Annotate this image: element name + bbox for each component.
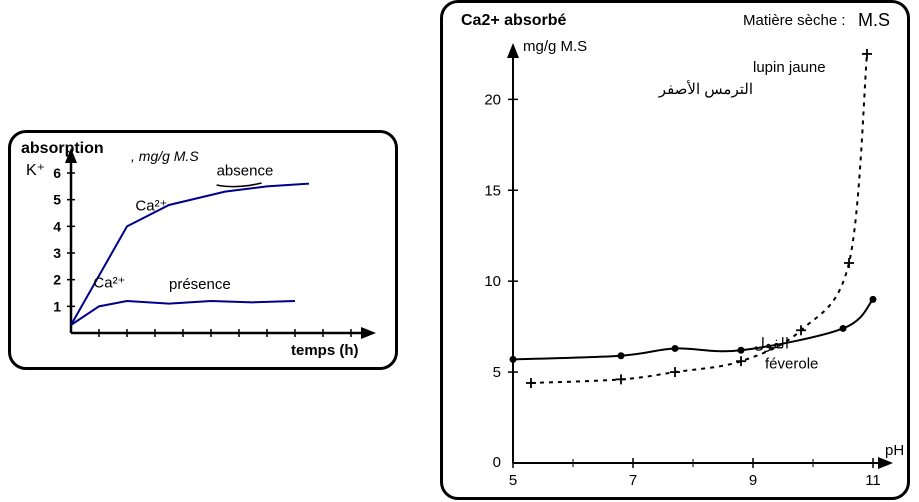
svg-text:4: 4 (53, 218, 61, 234)
left-series-presence (71, 301, 295, 325)
left-chart-panel: 1 2 3 4 5 6 absorption K⁺ , mg/g M.S temps (h) Ca²… (8, 130, 398, 370)
svg-text:3: 3 (53, 245, 61, 261)
svg-text:5: 5 (509, 472, 517, 489)
left-series-absence (71, 184, 309, 325)
right-title-right-value: M.S (858, 10, 890, 30)
svg-text:15: 15 (484, 182, 501, 199)
left-label-ca-bottom: Ca²⁺ (93, 275, 125, 292)
left-label-presence: présence (169, 276, 231, 293)
svg-text:1: 1 (53, 298, 61, 314)
right-series-lupin (531, 54, 867, 383)
left-chart-svg: 1 2 3 4 5 6 absorption K⁺ , mg/g M.S temps (h) Ca²… (11, 133, 395, 367)
svg-text:0: 0 (493, 454, 501, 471)
svg-text:9: 9 (749, 472, 757, 489)
right-label-lupin-ar: الترمس الأصفر (658, 80, 753, 98)
right-chart-panel: Ca2+ absorbé Matière sèche : M.S mg/g M.S 5 1… (440, 0, 910, 500)
left-title: absorption (21, 140, 104, 157)
right-title-right-label: Matière sèche : (743, 12, 846, 29)
right-series-feverole (513, 299, 873, 359)
svg-text:11: 11 (865, 472, 881, 489)
right-label-fev-fr: féverole (765, 355, 818, 372)
svg-text:6: 6 (53, 165, 61, 181)
svg-text:2: 2 (53, 272, 61, 288)
right-yunit: mg/g M.S (523, 38, 587, 55)
svg-text:5: 5 (493, 364, 501, 381)
right-label-fev-ar: الفول (754, 335, 789, 352)
svg-text:10: 10 (484, 273, 501, 290)
left-unit: , mg/g M.S (131, 148, 199, 164)
svg-text:7: 7 (629, 472, 637, 489)
svg-text:5: 5 (53, 192, 61, 208)
right-xlabel: pH (885, 442, 904, 459)
right-label-lupin-fr: lupin jaune (753, 59, 826, 76)
svg-text:20: 20 (484, 91, 501, 108)
left-label-ca-top: Ca²⁺ (135, 197, 167, 214)
left-ion: K⁺ (26, 162, 45, 179)
left-label-absence: absence (217, 163, 274, 180)
right-chart-svg: Ca2+ absorbé Matière sèche : M.S mg/g M.S 5 1… (443, 3, 907, 497)
left-xlabel: temps (h) (291, 342, 359, 359)
right-title-left: Ca2+ absorbé (461, 12, 566, 29)
page: 1 2 3 4 5 6 absorption K⁺ , mg/g M.S temps (h) Ca²… (0, 0, 919, 502)
